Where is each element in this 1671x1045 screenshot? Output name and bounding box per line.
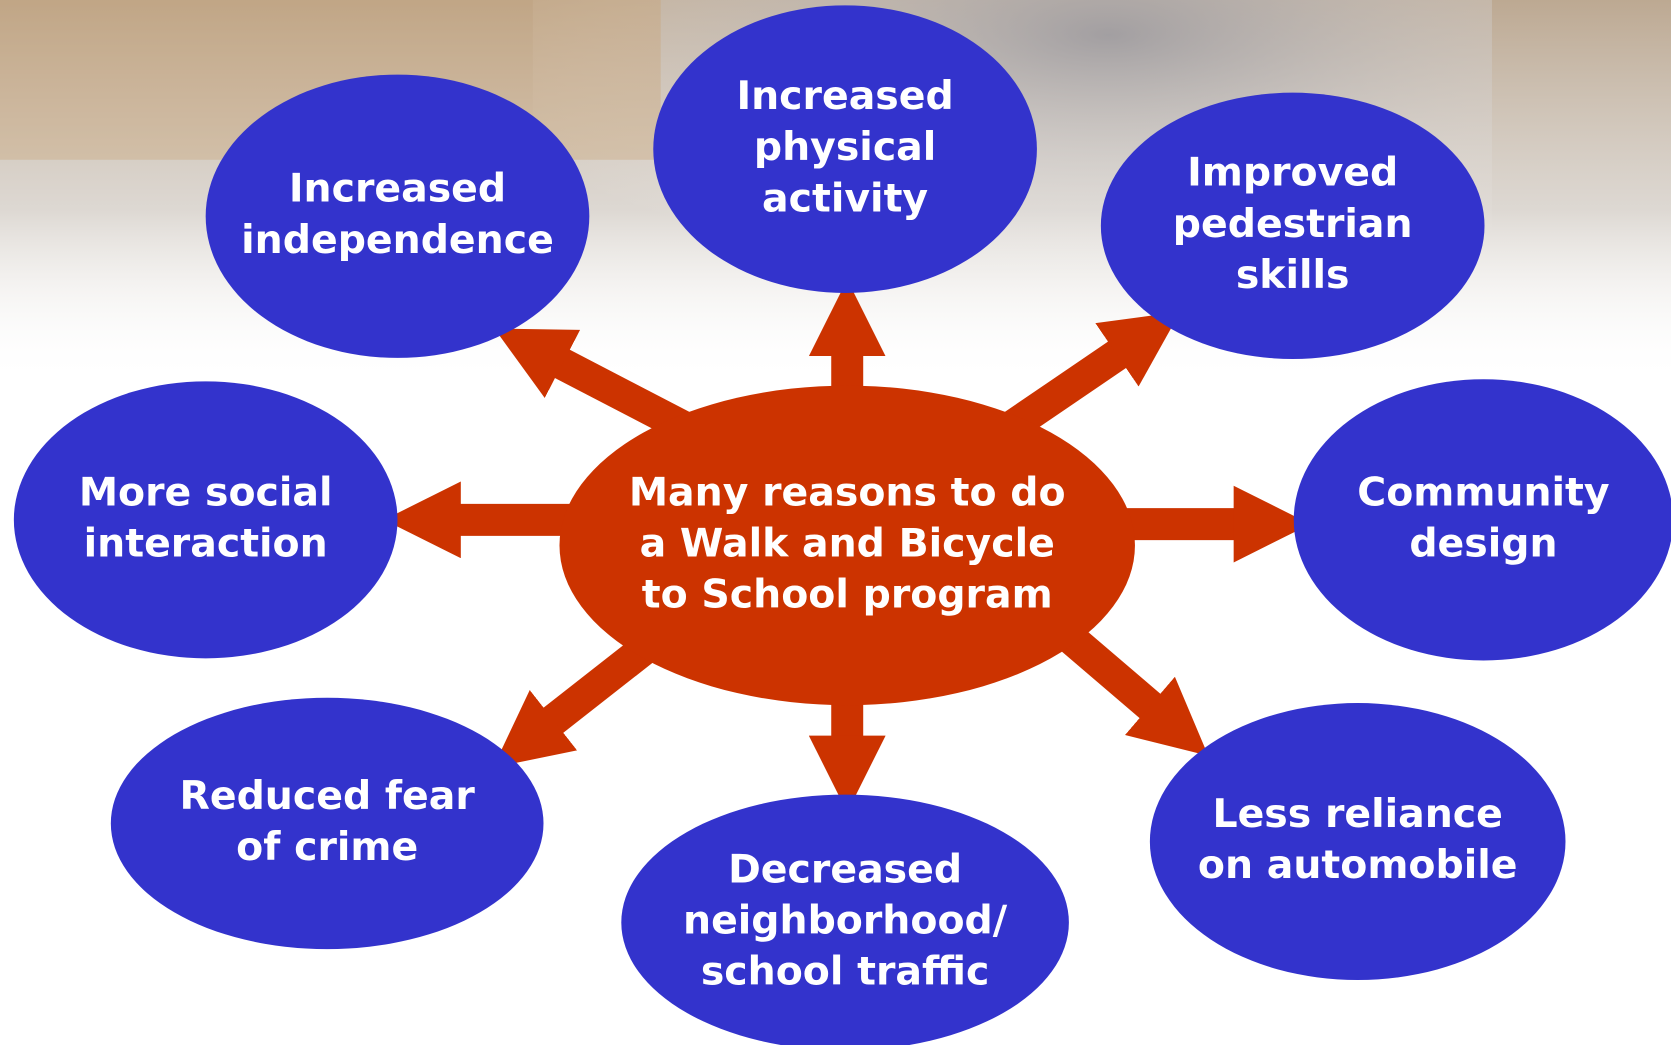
- label-line: of crime: [236, 824, 418, 870]
- reason-node: Increased independence: [206, 75, 590, 358]
- reason-node: Less reliance on automobile: [1150, 703, 1566, 980]
- reason-node: Decreased neighborhood/school traffic: [621, 795, 1069, 1045]
- reason-node: Improved pedestrian skills: [1101, 93, 1485, 359]
- label-line: Improved: [1187, 149, 1398, 195]
- label-line: school traffic: [701, 948, 989, 994]
- label-line: Increased: [736, 73, 953, 119]
- label-line: Increased: [289, 165, 506, 211]
- label-line: independence: [241, 216, 554, 262]
- label-line: Decreased: [728, 846, 962, 892]
- label-line: More social: [79, 469, 333, 515]
- label-line: Community: [1357, 469, 1609, 515]
- label-line: to School program: [642, 571, 1053, 617]
- label-line: Less reliance: [1212, 790, 1502, 836]
- label-line: skills: [1236, 251, 1350, 297]
- reason-node: Reduced fear of crime: [111, 698, 544, 949]
- center-node-label: Many reasons to do a Walk and Bicycle to S…: [629, 469, 1066, 617]
- label-line: Many reasons to do: [629, 469, 1066, 515]
- reason-node: More social interaction: [14, 381, 398, 658]
- label-line: design: [1409, 520, 1557, 566]
- label-line: neighborhood/: [683, 897, 1008, 943]
- label-line: physical: [754, 124, 936, 170]
- label-line: a Walk and Bicycle: [640, 520, 1055, 566]
- label-line: on automobile: [1198, 842, 1518, 888]
- reason-node-label: Decreased neighborhood/school traffic: [683, 846, 1008, 994]
- reason-node: Community design: [1294, 379, 1671, 660]
- center-node: Many reasons to do a Walk and Bicycle to S…: [559, 386, 1134, 706]
- label-line: pedestrian: [1173, 200, 1413, 246]
- arrow: [1066, 634, 1162, 716]
- label-line: Reduced fear: [180, 772, 476, 818]
- page: Increased independence Increased physical ac…: [0, 0, 1671, 1045]
- label-line: interaction: [84, 520, 328, 566]
- reason-node-label: Increased physical activity: [736, 73, 953, 221]
- label-line: activity: [762, 175, 928, 221]
- arrow: [541, 644, 650, 729]
- diagram: Increased independence Increased physical ac…: [0, 0, 1671, 1045]
- reason-node: Increased physical activity: [653, 5, 1037, 293]
